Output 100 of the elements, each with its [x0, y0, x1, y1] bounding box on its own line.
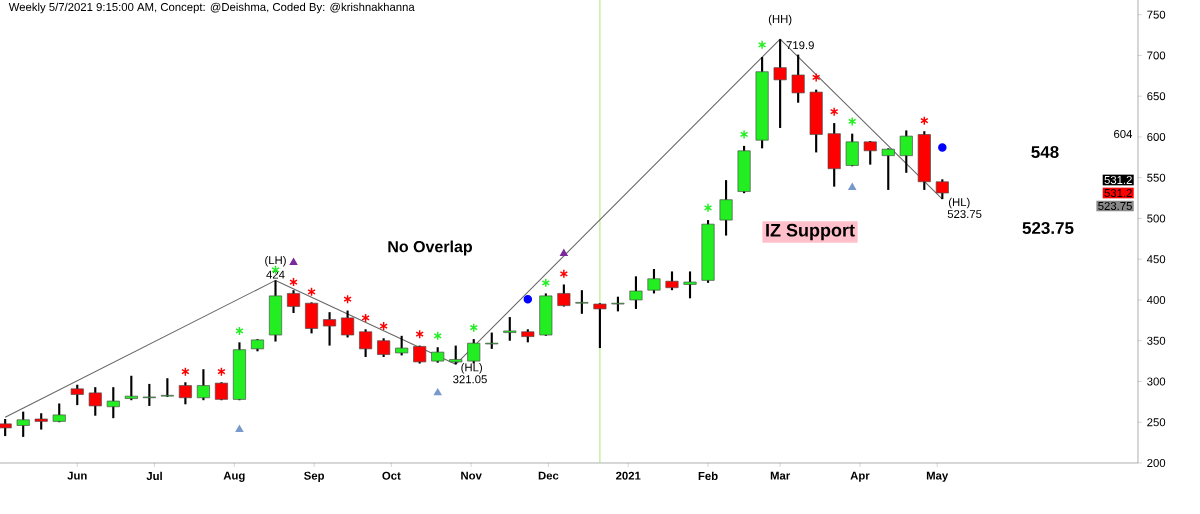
candlestick: [160, 377, 174, 399]
annotation: 604: [1114, 129, 1133, 138]
y-tick-label: 750: [1147, 10, 1166, 19]
point: [235, 425, 244, 433]
candlestick: [503, 316, 517, 342]
x-tick-label: 2021: [616, 471, 641, 480]
candlestick: [647, 267, 661, 295]
candlestick: [341, 309, 355, 339]
annotation: 548: [1031, 145, 1059, 159]
point: [811, 72, 821, 83]
candlestick: [575, 289, 589, 315]
candlestick: [935, 178, 949, 201]
point: [829, 106, 839, 117]
point: [848, 183, 856, 190]
annotation: 523.75: [1098, 201, 1132, 210]
point: [343, 294, 352, 304]
candlestick: [629, 275, 643, 310]
point: [361, 313, 370, 323]
candlestick: [142, 382, 156, 407]
candlestick: [70, 383, 84, 407]
y-tick-label: 300: [1147, 377, 1166, 386]
candlestick: [178, 381, 192, 406]
annotation: 321.05: [453, 375, 487, 384]
annotation: 523.75: [947, 210, 982, 219]
y-tick-label: 250: [1147, 418, 1166, 427]
candlestick: [16, 410, 30, 438]
annotation: 523.75: [1022, 221, 1074, 235]
point: [433, 331, 442, 341]
y-tick-label: 350: [1147, 336, 1166, 345]
x-tick-label: Jun: [67, 471, 87, 480]
candlestick: [665, 270, 679, 292]
x-tick-label: Dec: [538, 471, 559, 480]
candlestick: [467, 338, 481, 365]
candlestick: [773, 38, 787, 130]
candlestick: [323, 311, 337, 347]
candlestick: [719, 179, 733, 237]
point: [848, 116, 857, 127]
annotation: 719.9: [786, 41, 814, 50]
annotation: 531.2: [1104, 188, 1132, 197]
point: [289, 258, 298, 265]
point: [757, 40, 767, 50]
x-tick-label: Sep: [304, 471, 325, 482]
point: [307, 287, 316, 297]
candlestick: [899, 129, 913, 174]
x-tick-label: May: [926, 471, 949, 482]
candlestick: [88, 386, 102, 417]
candlestick: [124, 374, 138, 402]
y-tick-label: 500: [1147, 214, 1166, 223]
candlestick: [845, 132, 859, 168]
y-tick-label: 700: [1147, 51, 1166, 60]
candlestick: [863, 139, 877, 166]
point: [523, 294, 533, 304]
annotation: No Overlap: [388, 240, 473, 256]
annotation: (HH): [768, 14, 792, 26]
point: [541, 278, 551, 288]
x-tick-label: Mar: [770, 471, 791, 480]
point: [379, 321, 388, 331]
y-tick-label: 600: [1147, 132, 1166, 141]
candlestick: [395, 334, 409, 357]
annotation: IZ Support: [766, 223, 855, 241]
candlestick: [196, 368, 210, 402]
y-tick-label: 450: [1146, 255, 1166, 264]
point: [920, 115, 929, 126]
point: [433, 388, 442, 396]
x-tick-label: Aug: [223, 471, 245, 482]
x-tick-label: Nov: [461, 471, 482, 480]
y-tick-label: 650: [1147, 92, 1166, 101]
point: [938, 143, 947, 152]
candlestick: [683, 270, 697, 300]
point: [559, 269, 569, 279]
candlestick: [287, 289, 301, 315]
candlestick: [449, 344, 463, 366]
y-tick-label: 550: [1147, 173, 1166, 182]
candlestick: [359, 328, 373, 359]
candlestick: [106, 386, 120, 420]
point: [469, 322, 478, 333]
point: [703, 203, 713, 213]
candlestick: [377, 337, 391, 359]
annotation: 424: [266, 270, 285, 279]
x-tick-label: Apr: [850, 471, 870, 482]
line-series: [4, 38, 943, 418]
annotation: 531.2: [1104, 175, 1132, 184]
annotation: (HL): [948, 197, 970, 209]
x-tick-label: Oct: [382, 471, 401, 480]
point: [235, 326, 244, 336]
chart-title: Weekly 5/7/2021 9:15:00 AM, Concept: @Deishma, Coded By: @krishnakhanna: [8, 2, 415, 14]
point: [181, 366, 190, 377]
point: [217, 366, 226, 377]
annotation: (HL): [461, 363, 482, 374]
point: [415, 329, 424, 339]
x-tick-label: Jul: [146, 471, 162, 481]
y-tick-label: 200: [1147, 458, 1166, 467]
point: [739, 129, 749, 140]
point: [560, 249, 568, 256]
annotation: (LH): [265, 255, 286, 267]
candlestick: [881, 147, 895, 191]
point: [289, 277, 298, 287]
y-tick-label: 400: [1146, 295, 1166, 304]
x-tick-label: Feb: [698, 471, 718, 481]
candlestick: [593, 302, 607, 350]
